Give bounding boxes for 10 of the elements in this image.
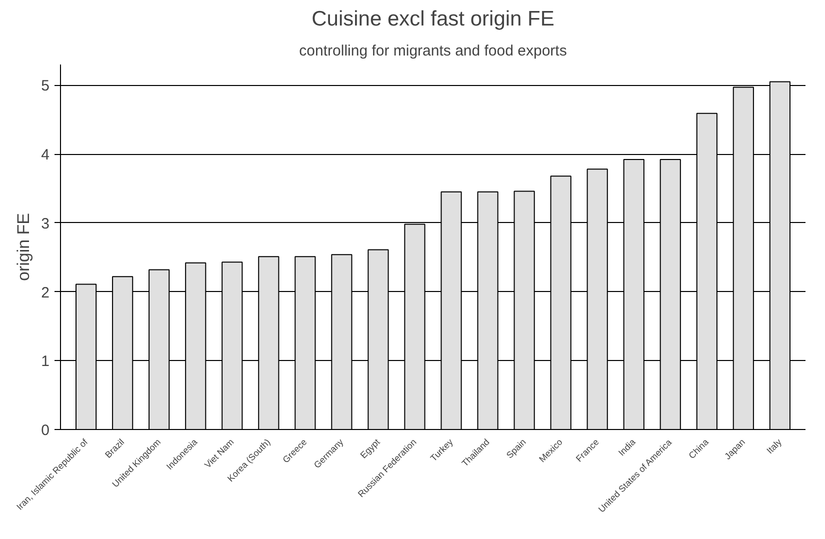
y-tick-label: 3: [41, 215, 50, 232]
y-tick-label: 2: [41, 284, 50, 302]
x-tick-label: Italy: [764, 436, 784, 456]
y-tick-label: 5: [41, 78, 50, 95]
y-axis-title: origin FE: [14, 212, 34, 282]
chart-title: Cuisine excl fast origin FE: [312, 8, 554, 30]
y-tick-label: 4: [41, 146, 50, 164]
chart-subtitle: controlling for migrants and food exports: [299, 42, 567, 60]
y-tick-label: 1: [41, 353, 50, 370]
y-tick-label: 0: [41, 422, 50, 439]
